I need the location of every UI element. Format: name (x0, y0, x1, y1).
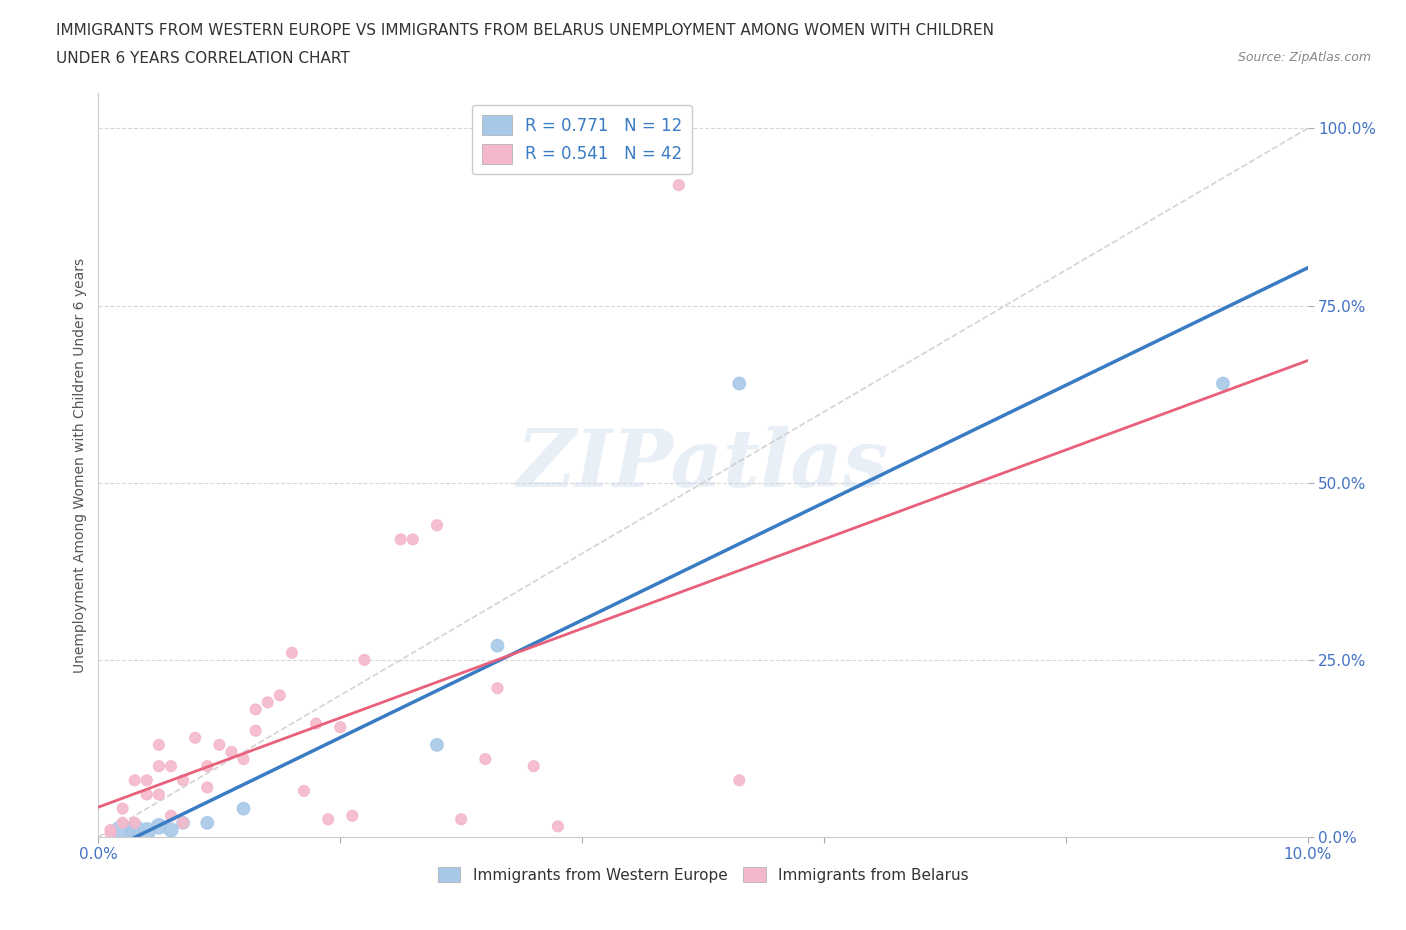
Text: UNDER 6 YEARS CORRELATION CHART: UNDER 6 YEARS CORRELATION CHART (56, 51, 350, 66)
Point (148, 759, 170, 774)
Point (281, 645, 304, 660)
Point (124, 822, 146, 837)
Point (668, 178, 690, 193)
Point (547, 819, 569, 834)
Point (389, 532, 412, 547)
Point (184, 730, 207, 745)
Point (245, 724, 267, 738)
Text: ZIPatlas: ZIPatlas (517, 426, 889, 504)
Point (160, 759, 183, 774)
Point (728, 376, 751, 391)
Point (100, 826, 122, 841)
Point (523, 759, 546, 774)
Point (148, 819, 170, 834)
Point (100, 822, 122, 837)
Point (486, 638, 509, 653)
Point (450, 812, 472, 827)
Point (160, 808, 183, 823)
Point (342, 808, 364, 823)
Y-axis label: Unemployment Among Women with Children Under 6 years: Unemployment Among Women with Children U… (73, 258, 87, 672)
Point (329, 720, 352, 735)
Point (426, 518, 449, 533)
Text: Source: ZipAtlas.com: Source: ZipAtlas.com (1237, 51, 1371, 64)
Point (221, 745, 243, 760)
Point (728, 773, 751, 788)
Text: IMMIGRANTS FROM WESTERN EUROPE VS IMMIGRANTS FROM BELARUS UNEMPLOYMENT AMONG WOM: IMMIGRANTS FROM WESTERN EUROPE VS IMMIGR… (56, 23, 994, 38)
Point (148, 787, 170, 802)
Point (124, 816, 146, 830)
Point (402, 532, 425, 547)
Point (135, 824, 157, 839)
Point (172, 773, 194, 788)
Point (111, 826, 134, 841)
Point (195, 759, 218, 774)
Point (474, 751, 496, 766)
Point (208, 737, 231, 752)
Point (111, 816, 134, 830)
Point (195, 816, 218, 830)
Point (148, 737, 170, 752)
Point (232, 802, 254, 817)
Point (1212, 376, 1234, 391)
Point (353, 653, 375, 668)
Point (111, 802, 134, 817)
Point (135, 787, 157, 802)
Legend: Immigrants from Western Europe, Immigrants from Belarus: Immigrants from Western Europe, Immigran… (432, 860, 974, 889)
Point (135, 773, 157, 788)
Point (172, 816, 194, 830)
Point (292, 783, 315, 798)
Point (232, 751, 254, 766)
Point (256, 695, 278, 710)
Point (305, 716, 328, 731)
Point (426, 737, 449, 752)
Point (269, 688, 291, 703)
Point (195, 780, 218, 795)
Point (316, 812, 339, 827)
Point (486, 681, 509, 696)
Point (124, 773, 146, 788)
Point (172, 816, 194, 830)
Point (160, 822, 183, 837)
Point (245, 702, 267, 717)
